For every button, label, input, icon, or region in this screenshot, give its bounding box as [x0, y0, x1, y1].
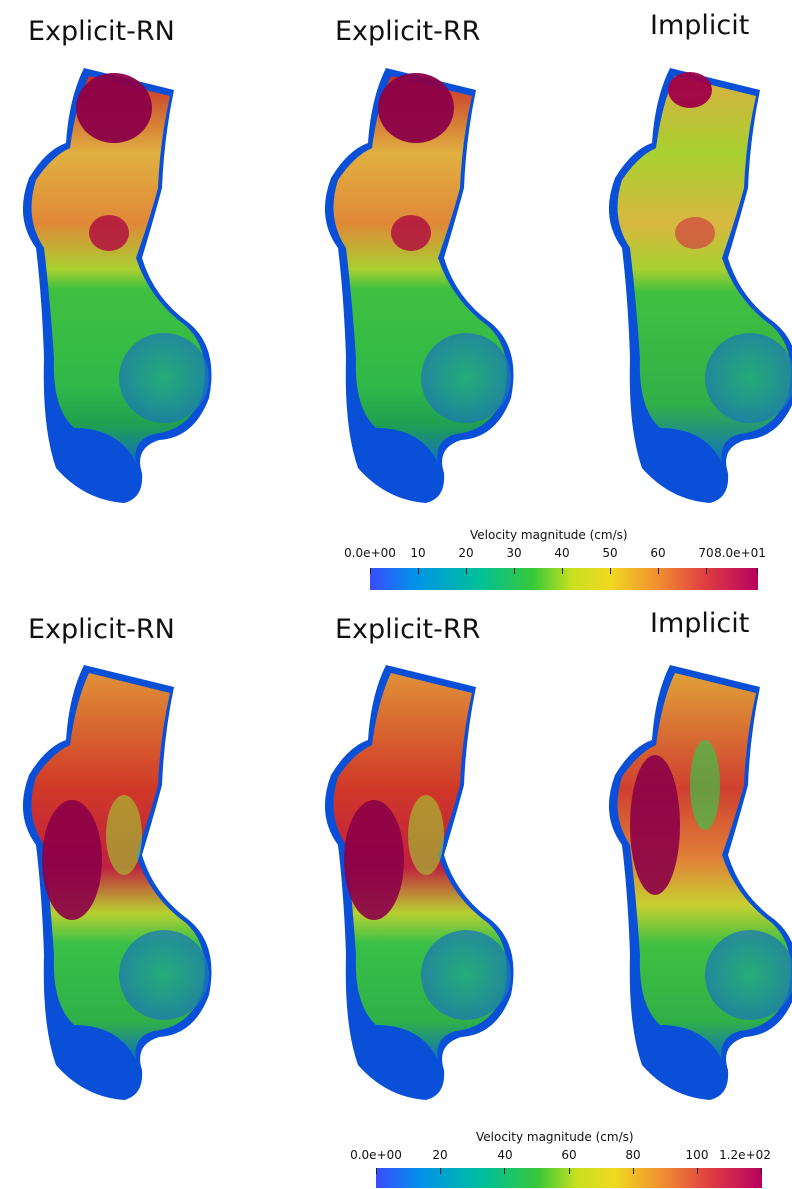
vessel-render-row1-implicit — [608, 68, 792, 503]
colorbar-tick-label: 0.0e+00 — [344, 546, 396, 560]
colorbar-gradient-row2 — [376, 1168, 762, 1188]
panel-title-row1-implicit: Implicit — [650, 10, 750, 41]
colorbar-tick-label: 40 — [554, 546, 570, 560]
colorbar-tick-label: 50 — [602, 546, 618, 560]
colorbar-tick-label: 8.0e+01 — [714, 546, 766, 560]
colorbar-tick-label: 80 — [625, 1148, 641, 1162]
vessel-render-row1-explicit-rn — [22, 68, 212, 503]
panel-title-row1-explicit-rn: Explicit-RN — [28, 16, 175, 47]
panel-title-row2-explicit-rn: Explicit-RN — [28, 614, 175, 645]
vessel-render-row1-explicit-rr — [324, 68, 514, 503]
vessel-render-row2-implicit — [608, 665, 792, 1100]
colorbar-tick-label: 20 — [458, 546, 474, 560]
panel-title-row2-explicit-rr: Explicit-RR — [335, 614, 481, 645]
colorbar-tick-label: 70 — [698, 546, 714, 560]
colorbar-tick-label: 30 — [506, 546, 522, 560]
colorbar-tick-label: 100 — [685, 1148, 709, 1162]
colorbar-tick-label: 40 — [497, 1148, 513, 1162]
colorbar-title-row2: Velocity magnitude (cm/s) — [476, 1130, 634, 1144]
colorbar-tick-label: 0.0e+00 — [350, 1148, 402, 1162]
colorbar-tick-label: 1.2e+02 — [719, 1148, 771, 1162]
colorbar-gradient-row1 — [370, 568, 758, 590]
vessel-render-row2-explicit-rr — [324, 665, 514, 1100]
colorbar-tick-label: 10 — [410, 546, 426, 560]
colorbar-tick-label: 20 — [432, 1148, 448, 1162]
colorbar-title-row1: Velocity magnitude (cm/s) — [470, 528, 628, 542]
vessel-render-row2-explicit-rn — [22, 665, 212, 1100]
panel-title-row2-implicit: Implicit — [650, 608, 750, 639]
colorbar-tick-label: 60 — [650, 546, 666, 560]
panel-title-row1-explicit-rr: Explicit-RR — [335, 16, 481, 47]
colorbar-tick-label: 60 — [561, 1148, 577, 1162]
